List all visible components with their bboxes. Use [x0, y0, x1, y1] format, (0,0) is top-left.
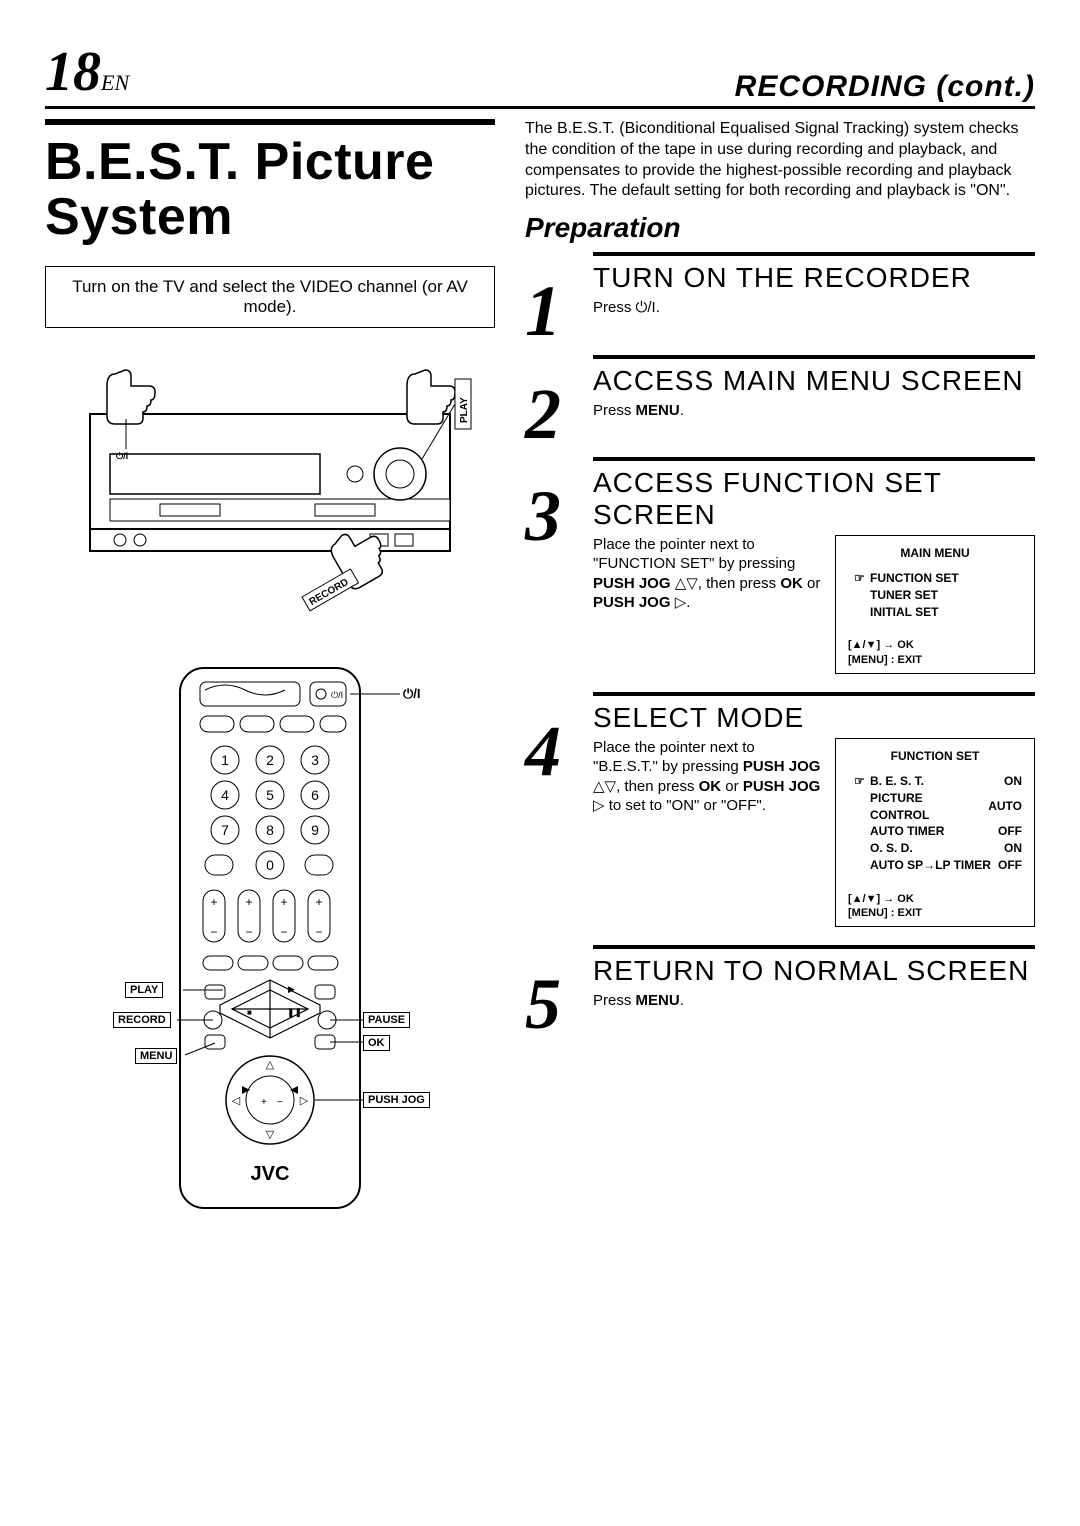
- step-3-num: 3: [525, 491, 561, 541]
- svg-text:▷: ▷: [300, 1095, 309, 1107]
- step-3-title: ACCESS FUNCTION SET SCREEN: [593, 467, 1035, 531]
- svg-text:9: 9: [311, 822, 319, 838]
- svg-text:+: +: [280, 895, 287, 909]
- vcr-illustration: ⏻/I PLAY RECORD: [45, 358, 495, 620]
- step-1-text: Press ⏻/I.: [593, 298, 1035, 318]
- svg-text:5: 5: [266, 787, 274, 803]
- intro-paragraph: The B.E.S.T. (Biconditional Equalised Si…: [525, 119, 1035, 202]
- main-menu-title: MAIN MENU: [848, 546, 1022, 560]
- section-title: RECORDING (cont.): [735, 70, 1035, 104]
- preparation-heading: Preparation: [525, 212, 1035, 244]
- svg-text:△: △: [266, 1059, 275, 1071]
- step-1: 1 TURN ON THE RECORDER Press ⏻/I.: [525, 252, 1035, 336]
- pointer-icon: ☞: [854, 570, 866, 587]
- remote-illustration: ⏻/I ⏻/I 1 2 3 4 5 6 7 8 9: [105, 660, 435, 1225]
- vcr-play-label: PLAY: [459, 397, 470, 423]
- remote-pause-tag: PAUSE: [363, 1012, 410, 1028]
- svg-text:−: −: [210, 925, 217, 939]
- menu1-footer: [▲/▼] → OK [MENU] : EXIT: [848, 638, 1022, 667]
- svg-text:−: −: [280, 925, 287, 939]
- step-4-title: SELECT MODE: [593, 702, 1035, 734]
- svg-text:▶: ▶: [288, 984, 295, 994]
- svg-text:3: 3: [311, 752, 319, 768]
- remote-menu-tag: MENU: [135, 1048, 177, 1064]
- step-1-num: 1: [525, 286, 561, 336]
- pointer-icon: ☞: [854, 773, 866, 790]
- remote-play-tag: PLAY: [125, 982, 163, 998]
- step-4-num: 4: [525, 726, 561, 776]
- menu2-footer: [▲/▼] → OK [MENU] : EXIT: [848, 892, 1022, 921]
- remote-record-tag: RECORD: [113, 1012, 171, 1028]
- main-menu-box: MAIN MENU ☞FUNCTION SET TUNER SET INITIA…: [835, 535, 1035, 674]
- svg-text:0: 0: [266, 857, 274, 873]
- svg-text:❚❚: ❚❚: [287, 1007, 302, 1018]
- step-5-num: 5: [525, 979, 561, 1029]
- step-5: 5 RETURN TO NORMAL SCREEN Press MENU.: [525, 945, 1035, 1029]
- svg-text:⏻/I: ⏻/I: [331, 690, 343, 700]
- page-number: 18EN: [45, 40, 129, 104]
- left-column: B.E.S.T. Picture System Turn on the TV a…: [45, 119, 495, 1225]
- svg-text:8: 8: [266, 822, 274, 838]
- step-2-title: ACCESS MAIN MENU SCREEN: [593, 365, 1035, 397]
- svg-text:4: 4: [221, 787, 229, 803]
- step-2-text: Press MENU.: [593, 401, 1035, 421]
- step-5-title: RETURN TO NORMAL SCREEN: [593, 955, 1035, 987]
- svg-text:◁: ◁: [232, 1095, 241, 1107]
- remote-power-label: ⏻/I: [403, 686, 421, 701]
- svg-text:2: 2: [266, 752, 274, 768]
- svg-text:■: ■: [247, 1008, 252, 1017]
- svg-text:+: +: [210, 895, 217, 909]
- svg-text:−: −: [315, 925, 322, 939]
- remote-brand-label: JVC: [251, 1163, 290, 1185]
- tip-box: Turn on the TV and select the VIDEO chan…: [45, 266, 495, 328]
- right-column: The B.E.S.T. (Biconditional Equalised Si…: [525, 119, 1035, 1225]
- svg-text:+: +: [245, 895, 252, 909]
- svg-text:6: 6: [311, 787, 319, 803]
- remote-ok-tag: OK: [363, 1035, 390, 1051]
- step-3-text: Place the pointer next to "FUNCTION SET"…: [593, 535, 823, 613]
- step-2: 2 ACCESS MAIN MENU SCREEN Press MENU.: [525, 355, 1035, 439]
- step-2-num: 2: [525, 389, 561, 439]
- svg-text:7: 7: [221, 822, 229, 838]
- svg-text:−: −: [277, 1097, 283, 1108]
- step-4-text: Place the pointer next to "B.E.S.T." by …: [593, 738, 823, 816]
- function-set-box: FUNCTION SET ☞B. E. S. T.ON PICTURE CONT…: [835, 738, 1035, 927]
- main-title: B.E.S.T. Picture System: [45, 119, 495, 244]
- svg-text:1: 1: [221, 752, 229, 768]
- svg-text:−: −: [245, 925, 252, 939]
- page-lang: EN: [101, 70, 129, 95]
- function-set-title: FUNCTION SET: [848, 749, 1022, 763]
- svg-text:+: +: [315, 895, 322, 909]
- svg-text:⏻/I: ⏻/I: [116, 451, 128, 461]
- remote-pushjog-tag: PUSH JOG: [363, 1092, 430, 1108]
- step-3: 3 ACCESS FUNCTION SET SCREEN Place the p…: [525, 457, 1035, 674]
- step-4: 4 SELECT MODE Place the pointer next to …: [525, 692, 1035, 927]
- step-5-text: Press MENU.: [593, 991, 1035, 1011]
- svg-text:+: +: [261, 1097, 267, 1108]
- page-header: 18EN RECORDING (cont.): [45, 40, 1035, 109]
- page-num-value: 18: [45, 41, 101, 103]
- step-1-title: TURN ON THE RECORDER: [593, 262, 1035, 294]
- svg-text:▽: ▽: [266, 1129, 275, 1141]
